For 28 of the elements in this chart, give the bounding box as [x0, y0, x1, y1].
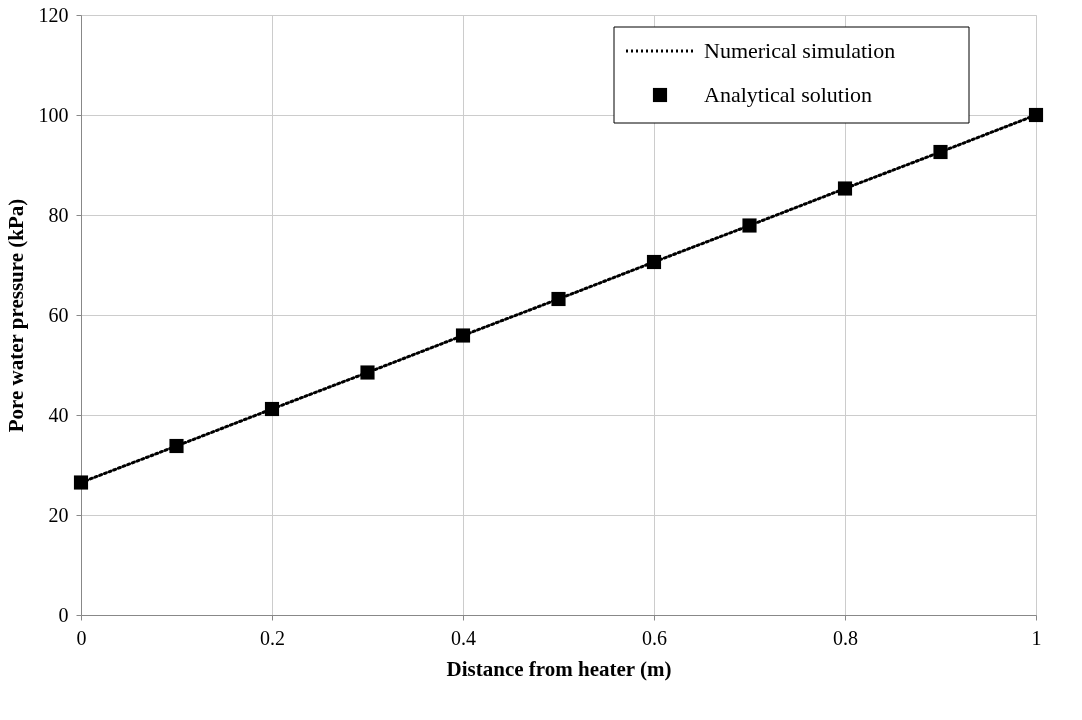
x-tick-label: 0.6: [642, 626, 667, 649]
point: [933, 144, 948, 160]
point: [169, 438, 184, 454]
x-tick-label: 0.8: [833, 626, 858, 649]
y-tick-label: 80: [48, 203, 69, 226]
point: [73, 475, 89, 490]
y-tick-label: 40: [48, 403, 69, 426]
point: [646, 254, 662, 270]
legend-label: Numerical simulation: [704, 38, 896, 63]
y-axis-title: Pore water pressure (kPa): [3, 198, 28, 433]
legend-label: Analytical solution: [704, 82, 873, 107]
point: [455, 328, 471, 343]
x-tick-label: 1: [1031, 626, 1042, 649]
point: [742, 218, 757, 233]
y-tick-label: 100: [38, 103, 69, 126]
y-tick-label: 20: [48, 503, 69, 526]
point: [551, 291, 566, 307]
point: [837, 181, 853, 196]
y-tick-label: 60: [48, 303, 69, 326]
x-tick-label: 0: [76, 626, 87, 649]
point: [360, 365, 375, 380]
x-axis-title: Distance from heater (m): [446, 656, 672, 681]
point: [264, 401, 280, 417]
x-tick-label: 0.2: [260, 626, 285, 649]
y-tick-label: 120: [38, 3, 69, 26]
point: [1028, 107, 1044, 123]
y-tick-label: 0: [58, 603, 69, 626]
x-tick-label: 0.4: [451, 626, 476, 649]
